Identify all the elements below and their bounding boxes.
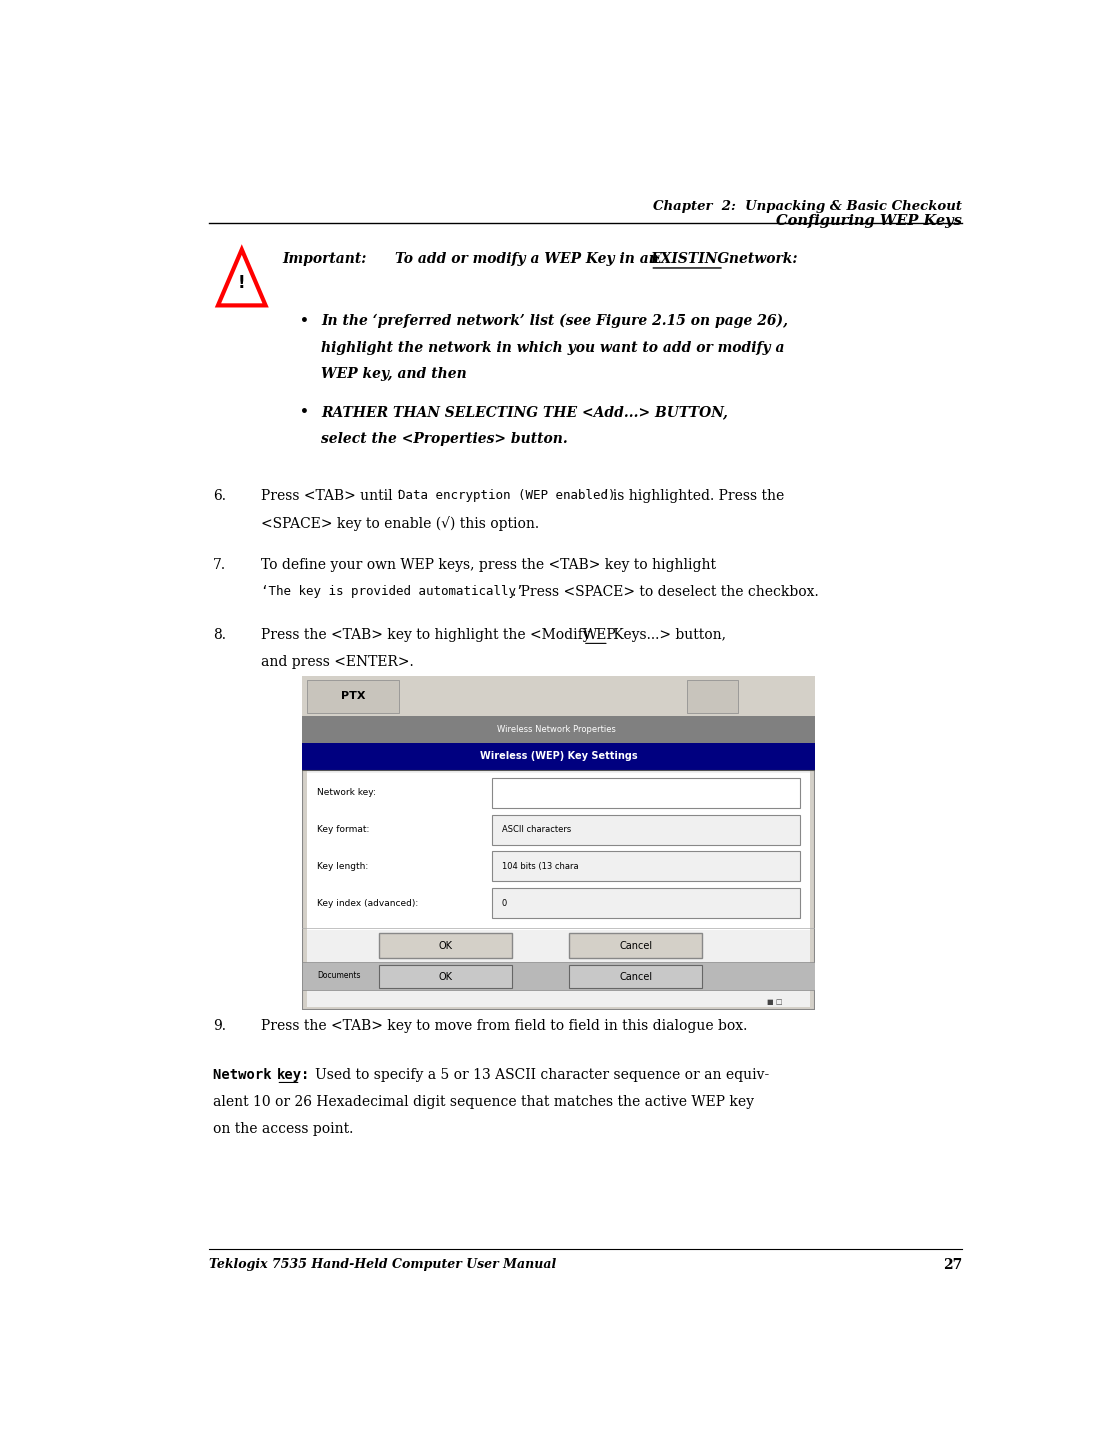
Text: WEP key, and then: WEP key, and then [322,367,467,382]
FancyBboxPatch shape [379,965,513,988]
Text: WEP: WEP [583,628,617,641]
Text: 27: 27 [943,1258,962,1273]
Text: Press <TAB> until ‘: Press <TAB> until ‘ [261,489,401,503]
Text: ■ □: ■ □ [766,998,782,1004]
Text: To define your own WEP keys, press the <TAB> key to highlight: To define your own WEP keys, press the <… [261,559,716,573]
FancyBboxPatch shape [307,773,810,930]
Text: Cancel: Cancel [619,940,652,950]
FancyBboxPatch shape [302,962,815,990]
FancyBboxPatch shape [491,888,800,918]
Text: Key index (advanced):: Key index (advanced): [317,898,418,908]
Text: Documents: Documents [317,971,361,981]
Text: select the <Properties> button.: select the <Properties> button. [322,432,569,447]
Text: ’ is highlighted. Press the: ’ is highlighted. Press the [603,489,784,503]
Text: on the access point.: on the access point. [213,1122,354,1136]
Text: and press <ENTER>.: and press <ENTER>. [261,654,413,669]
FancyBboxPatch shape [307,679,810,1007]
Text: 9.: 9. [213,1019,227,1033]
FancyBboxPatch shape [302,676,815,717]
Text: 7.: 7. [213,559,227,573]
Text: Wireless (WEP) Key Settings: Wireless (WEP) Key Settings [479,752,638,762]
Text: RATHER THAN SELECTING THE <Add...> BUTTON,: RATHER THAN SELECTING THE <Add...> BUTTO… [322,405,728,419]
Text: Press the <TAB> key to highlight the <Modify: Press the <TAB> key to highlight the <Mo… [261,628,595,641]
Text: To add or modify a WEP Key in an: To add or modify a WEP Key in an [395,252,663,267]
Text: <SPACE> key to enable (√) this option.: <SPACE> key to enable (√) this option. [261,517,538,531]
Text: 104 bits (13 chara: 104 bits (13 chara [502,862,579,871]
Text: highlight the network in which you want to add or modify a: highlight the network in which you want … [322,341,785,354]
FancyBboxPatch shape [302,676,815,1010]
Text: 6.: 6. [213,489,227,503]
Text: :: : [300,1068,309,1082]
Text: ‘The key is provided automatically’: ‘The key is provided automatically’ [261,585,524,598]
Text: OK: OK [439,940,452,950]
FancyBboxPatch shape [687,679,738,712]
FancyBboxPatch shape [302,717,815,743]
Text: EXISTING: EXISTING [650,252,729,267]
Text: Key format:: Key format: [317,826,370,834]
Text: Used to specify a 5 or 13 ASCII character sequence or an equiv-: Used to specify a 5 or 13 ASCII characte… [315,1068,770,1082]
FancyBboxPatch shape [491,852,800,881]
Text: Configuring WEP Keys: Configuring WEP Keys [776,215,962,228]
FancyBboxPatch shape [307,679,399,712]
Text: •: • [299,313,308,328]
Text: . Press <SPACE> to deselect the checkbox.: . Press <SPACE> to deselect the checkbox… [512,585,819,599]
Text: Network: Network [213,1068,280,1082]
Text: Wireless Network Properties: Wireless Network Properties [497,726,615,734]
FancyBboxPatch shape [302,743,815,769]
Text: key: key [276,1068,302,1082]
Text: Keys...> button,: Keys...> button, [609,628,726,641]
Text: PTX: PTX [341,691,365,701]
Polygon shape [218,250,266,305]
Text: Network key:: Network key: [317,788,376,798]
Text: 0: 0 [502,898,507,908]
FancyBboxPatch shape [491,814,800,844]
FancyBboxPatch shape [491,778,800,808]
FancyBboxPatch shape [569,933,703,958]
Text: In the ‘preferred network’ list (see Figure 2.15 on page 26),: In the ‘preferred network’ list (see Fig… [322,313,789,328]
Text: Press the <TAB> key to move from field to field in this dialogue box.: Press the <TAB> key to move from field t… [261,1019,747,1033]
Text: !: ! [238,274,246,292]
Text: •: • [299,405,308,419]
Text: Cancel: Cancel [619,972,652,981]
Text: Figure  2.17  WEP  Key  Settings: Figure 2.17 WEP Key Settings [457,977,688,991]
Text: ASCII characters: ASCII characters [502,826,571,834]
Text: alent 10 or 26 Hexadecimal digit sequence that matches the active WEP key: alent 10 or 26 Hexadecimal digit sequenc… [213,1094,754,1109]
FancyBboxPatch shape [569,965,703,988]
Text: Teklogix 7535 Hand-Held Computer User Manual: Teklogix 7535 Hand-Held Computer User Ma… [209,1258,556,1271]
Text: OK: OK [439,972,452,981]
Text: network:: network: [724,252,798,267]
Text: Chapter  2:  Unpacking & Basic Checkout: Chapter 2: Unpacking & Basic Checkout [653,200,962,213]
Text: Important:: Important: [283,252,366,267]
Text: Data encryption (WEP enabled): Data encryption (WEP enabled) [398,489,615,502]
Text: 8.: 8. [213,628,227,641]
Text: Key length:: Key length: [317,862,369,871]
FancyBboxPatch shape [379,933,513,958]
